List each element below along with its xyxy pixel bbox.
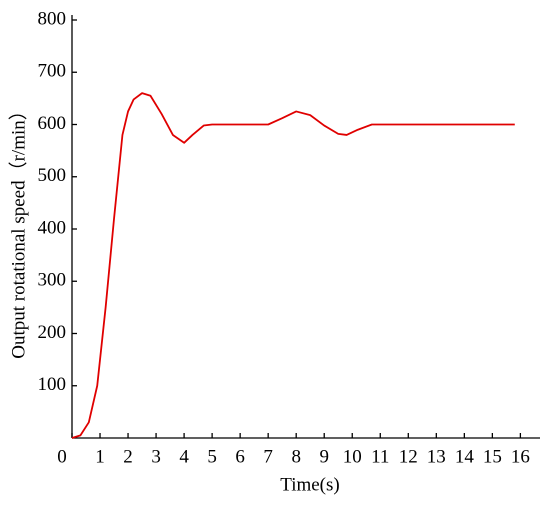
x-tick-label: 15 bbox=[483, 446, 502, 467]
x-tick-label: 16 bbox=[511, 446, 530, 467]
x-tick-label: 5 bbox=[207, 446, 217, 467]
y-tick-label: 100 bbox=[38, 374, 67, 395]
x-tick-label: 8 bbox=[291, 446, 301, 467]
x-tick-label: 11 bbox=[371, 446, 389, 467]
x-tick-label: 3 bbox=[151, 446, 161, 467]
y-tick-label: 700 bbox=[38, 61, 67, 82]
x-tick-label: 10 bbox=[343, 446, 362, 467]
data-line bbox=[71, 92, 515, 439]
y-axis-label: Output rotational speed（r/min） bbox=[7, 101, 29, 359]
y-tick-label: 400 bbox=[38, 217, 67, 238]
y-tick-label: 300 bbox=[38, 270, 67, 291]
x-tick-label: 0 bbox=[57, 446, 67, 467]
y-tick-label: 600 bbox=[38, 113, 67, 134]
x-tick-label: 12 bbox=[399, 446, 418, 467]
x-tick-label: 14 bbox=[455, 446, 475, 467]
x-tick-label: 4 bbox=[179, 446, 189, 467]
x-tick-label: 9 bbox=[319, 446, 329, 467]
x-tick-label: 6 bbox=[235, 446, 245, 467]
x-tick-label: 13 bbox=[427, 446, 446, 467]
x-tick-label: 7 bbox=[263, 446, 273, 467]
x-axis-label: Time(s) bbox=[280, 474, 339, 495]
x-tick-label: 1 bbox=[95, 446, 105, 467]
y-tick-label: 500 bbox=[38, 165, 67, 186]
y-tick-label: 200 bbox=[38, 322, 67, 343]
y-tick-label: 800 bbox=[38, 8, 67, 29]
x-tick-label: 2 bbox=[123, 446, 133, 467]
